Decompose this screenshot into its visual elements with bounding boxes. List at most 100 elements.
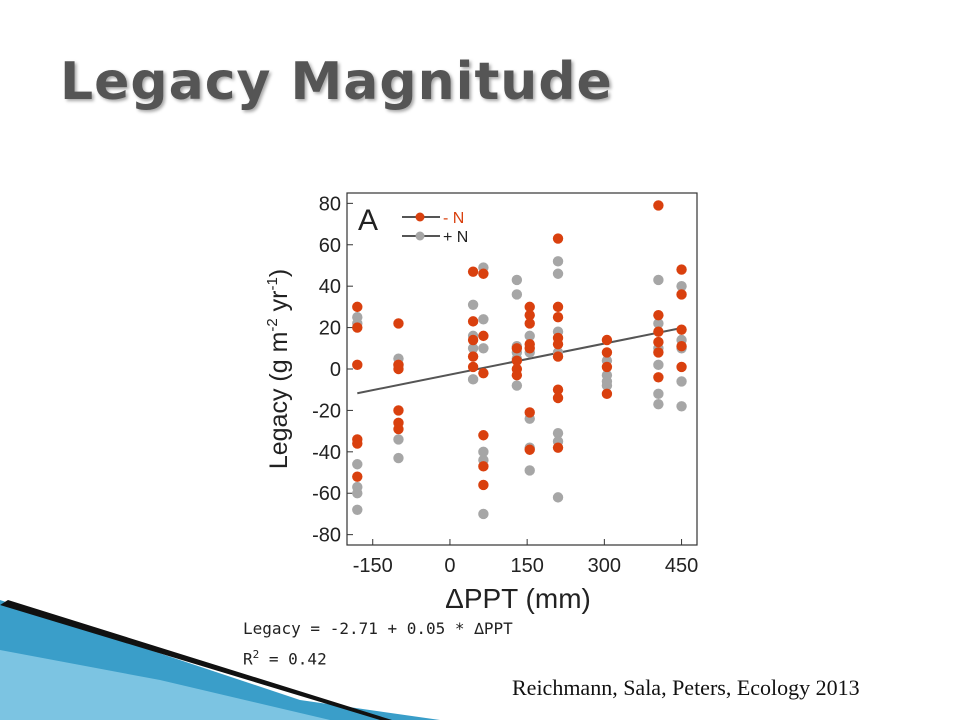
data-point-plus-n (653, 318, 664, 329)
data-point-minus-n (352, 471, 363, 482)
data-point-minus-n (653, 336, 664, 348)
r-squared-line: R2 = 0.42 (243, 642, 513, 672)
data-point-plus-n (352, 459, 363, 470)
data-point-minus-n (524, 301, 535, 313)
data-point-minus-n (676, 361, 687, 373)
data-point-minus-n (393, 318, 404, 329)
data-point-minus-n (601, 334, 613, 346)
data-point-minus-n (524, 444, 535, 455)
data-point-plus-n (511, 289, 523, 300)
data-point-minus-n (467, 334, 479, 346)
y-tick-label: -60 (312, 483, 341, 505)
data-point-minus-n (393, 363, 404, 375)
data-point-minus-n (552, 392, 564, 404)
data-points (352, 200, 687, 520)
panel-label: A (358, 204, 378, 237)
legend-label-minus-n: - N (443, 210, 464, 227)
data-point-plus-n (467, 343, 479, 354)
data-point-minus-n (653, 372, 664, 383)
data-point-minus-n (676, 289, 687, 300)
data-point-minus-n (601, 347, 613, 358)
data-point-plus-n (467, 374, 479, 385)
y-axis-label-sup1: -2 (264, 318, 281, 331)
equation-line: Legacy = -2.71 + 0.05 * ∆PPT (243, 619, 513, 638)
r-squared-sup: 2 (252, 648, 260, 661)
y-axis-label-mid: yr (265, 290, 293, 318)
data-point-minus-n (552, 442, 564, 453)
data-point-plus-n (676, 401, 687, 412)
data-point-minus-n (552, 384, 564, 395)
data-point-minus-n (552, 351, 564, 362)
data-point-minus-n (467, 316, 479, 327)
data-point-minus-n (552, 301, 564, 313)
data-point-minus-n (601, 388, 613, 400)
data-point-minus-n (352, 301, 363, 313)
data-point-plus-n (653, 274, 664, 286)
y-axis-label-sup2: -1 (264, 277, 281, 290)
data-point-minus-n (653, 200, 664, 211)
x-axis-ticks: -150 0 150 300 450 (353, 539, 698, 577)
decor-swoosh-light (0, 650, 330, 720)
data-point-minus-n (676, 264, 687, 275)
data-point-minus-n (467, 361, 479, 373)
x-tick-label: -150 (353, 555, 393, 577)
data-point-minus-n (511, 370, 523, 381)
data-point-plus-n (478, 343, 489, 354)
data-point-minus-n (352, 438, 363, 449)
legend-marker-plus-n (415, 231, 425, 241)
data-point-plus-n (478, 508, 489, 520)
data-point-minus-n (552, 338, 564, 350)
data-point-plus-n (552, 256, 564, 267)
data-point-minus-n (552, 233, 564, 244)
data-point-plus-n (478, 446, 489, 458)
y-axis-label-end: ) (265, 269, 293, 277)
y-tick-label: 60 (319, 235, 341, 257)
y-tick-label: -40 (312, 442, 341, 464)
data-point-plus-n (653, 359, 664, 371)
data-point-plus-n (352, 488, 363, 499)
slide-decoration (0, 600, 440, 720)
y-tick-label: -80 (312, 525, 341, 547)
data-point-plus-n (552, 492, 564, 503)
x-tick-label: 450 (665, 555, 698, 577)
r-squared-value: = 0.42 (259, 649, 327, 669)
legend-marker-minus-n (415, 212, 425, 222)
data-point-plus-n (511, 380, 523, 391)
data-point-minus-n (478, 268, 489, 279)
data-point-plus-n (653, 399, 664, 410)
data-point-plus-n (676, 280, 687, 292)
data-point-minus-n (676, 341, 687, 352)
data-point-plus-n (393, 434, 404, 445)
data-point-minus-n (393, 423, 404, 435)
chart-plot-group: 80 60 40 20 0 -20 -40 -60 -80 -150 0 150 300 450 A -… (264, 192, 698, 614)
data-point-minus-n (467, 266, 479, 277)
y-tick-label: 40 (319, 276, 341, 298)
data-point-minus-n (524, 309, 535, 321)
y-axis-label-main: Legacy (g m (265, 332, 293, 470)
legend-label-plus-n: + N (443, 229, 468, 246)
data-point-minus-n (524, 343, 535, 354)
data-point-minus-n (478, 367, 489, 379)
data-point-minus-n (352, 359, 363, 371)
r-squared-prefix: R (243, 649, 253, 669)
data-point-plus-n (653, 388, 664, 400)
data-point-minus-n (653, 347, 664, 358)
slide-title: Legacy Magnitude (60, 52, 613, 112)
data-point-minus-n (511, 343, 523, 354)
y-tick-label: 0 (330, 359, 341, 381)
data-point-plus-n (601, 380, 613, 391)
data-point-minus-n (653, 326, 664, 337)
y-axis-label: Legacy (g m-2 yr-1) (264, 269, 293, 469)
data-point-minus-n (524, 318, 535, 329)
data-point-plus-n (511, 274, 523, 286)
data-point-minus-n (478, 430, 489, 441)
x-tick-label: 150 (510, 555, 543, 577)
data-point-minus-n (467, 351, 479, 362)
data-point-minus-n (478, 461, 489, 472)
data-point-plus-n (552, 427, 564, 439)
data-point-plus-n (552, 268, 564, 279)
data-point-minus-n (393, 405, 404, 416)
data-point-plus-n (352, 504, 363, 515)
regression-equation: Legacy = -2.71 + 0.05 * ∆PPT R2 = 0.42 (243, 616, 513, 672)
